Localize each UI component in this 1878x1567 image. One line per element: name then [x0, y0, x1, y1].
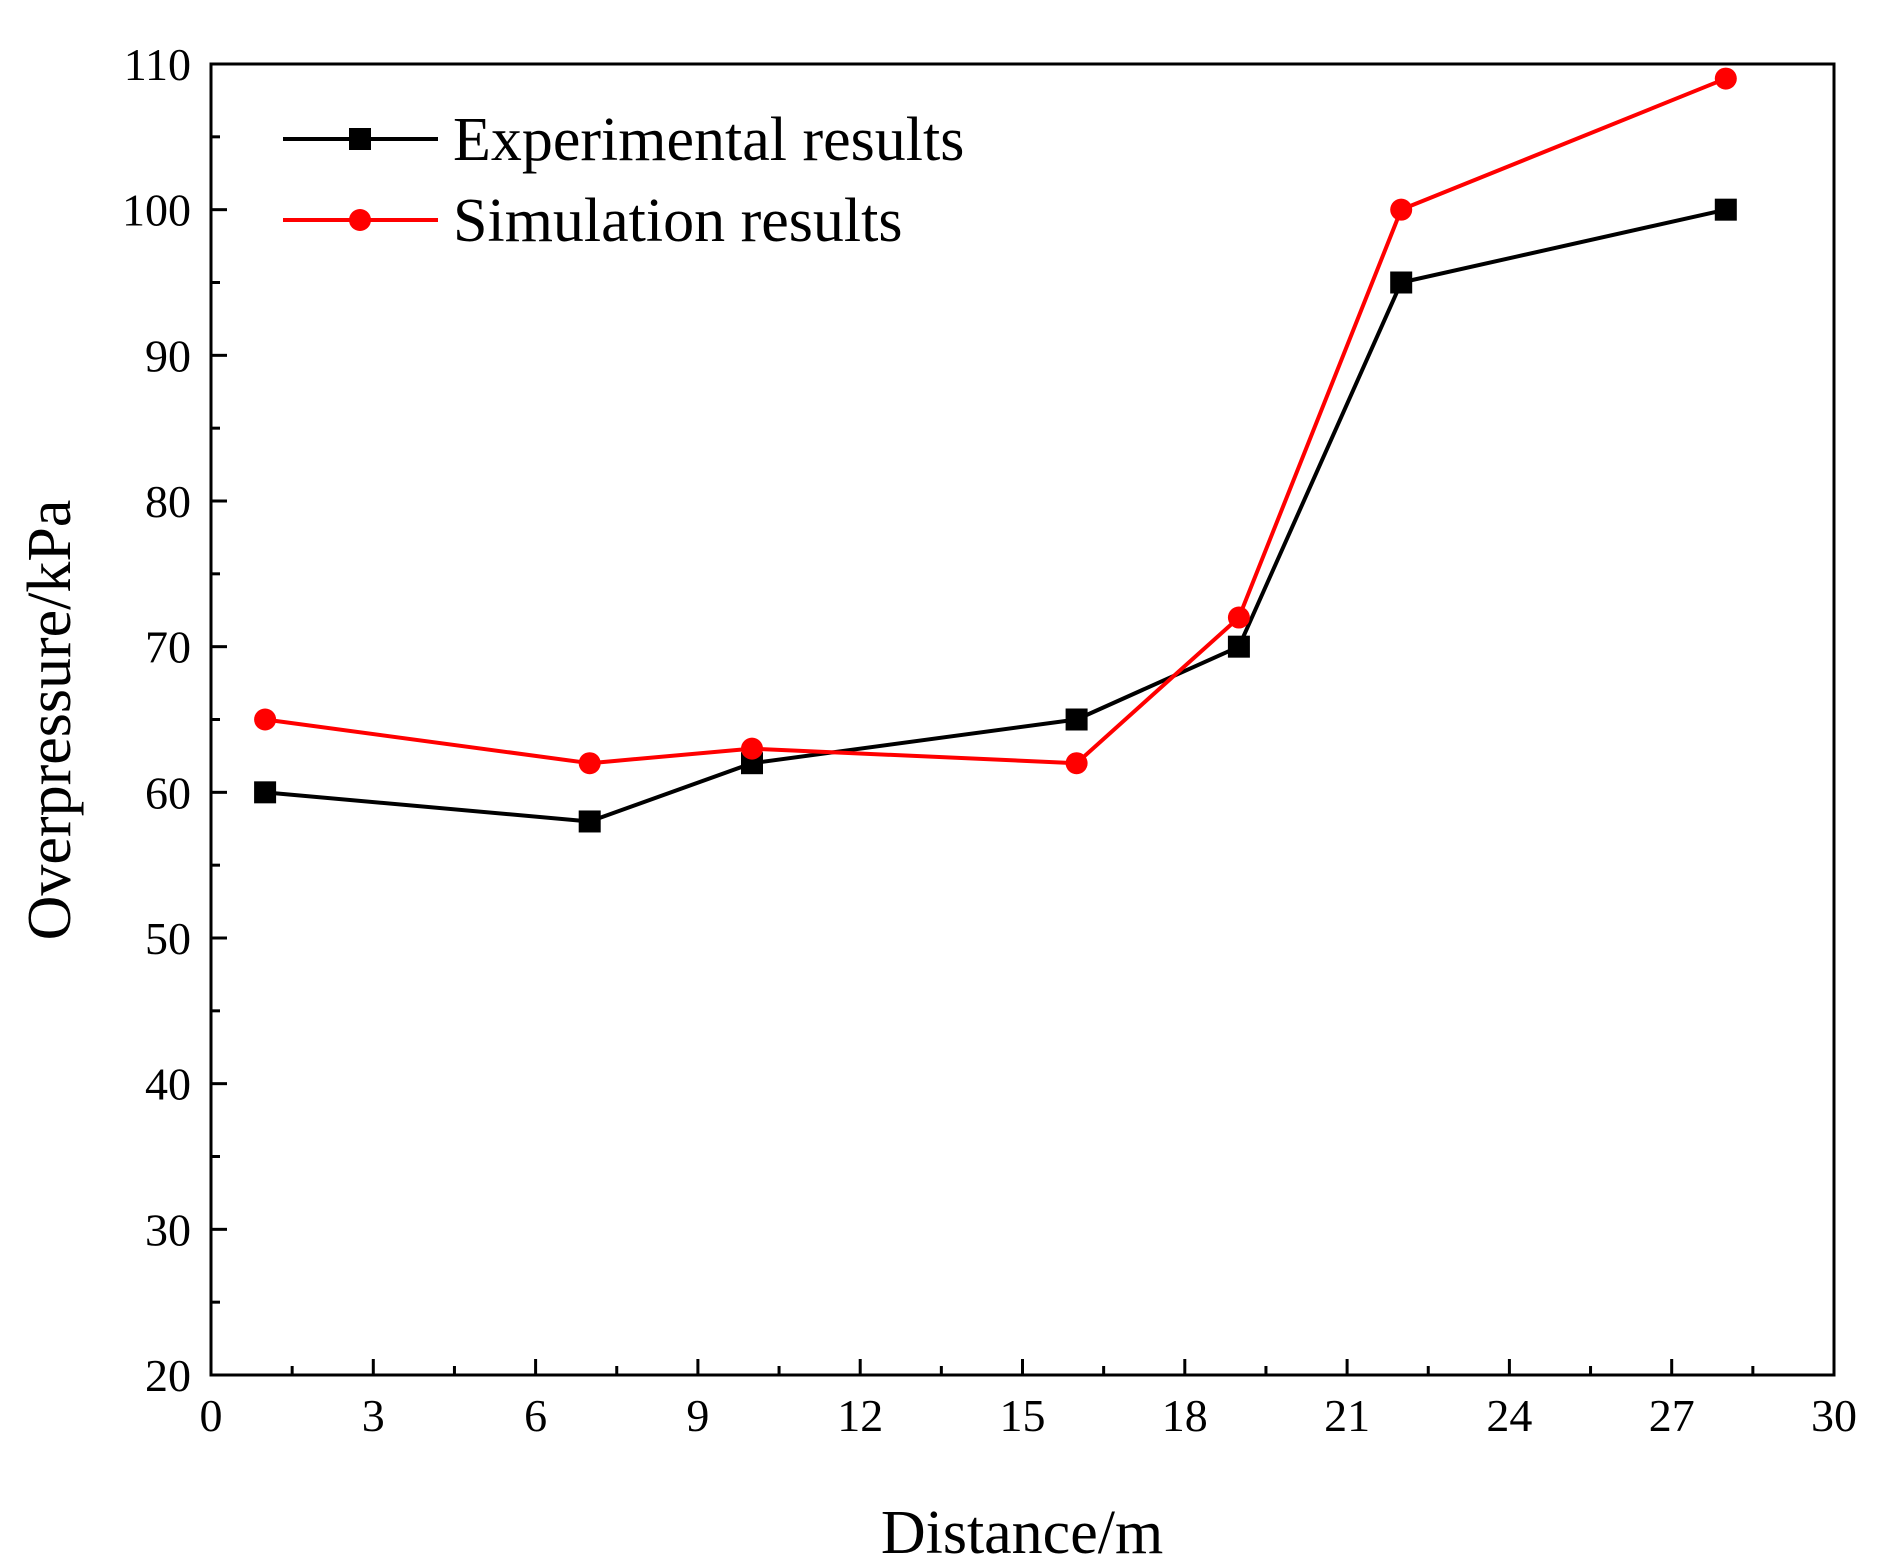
- data-point-experimental-results: [254, 781, 277, 804]
- data-point-simulation-results: [1227, 606, 1250, 629]
- y-tick-label: 70: [145, 622, 191, 673]
- data-point-simulation-results: [1714, 67, 1737, 90]
- legend-label-simulation: Simulation results: [453, 187, 903, 255]
- data-point-experimental-results: [1390, 271, 1413, 294]
- data-point-simulation-results: [741, 737, 763, 760]
- y-tick-label: 90: [145, 330, 191, 381]
- legend-label-experimental: Experimental results: [453, 106, 964, 174]
- series-line-simulation-results: [264, 76, 1727, 766]
- legend-marker-simulation: [349, 209, 371, 231]
- data-point-experimental-results: [1714, 198, 1737, 221]
- data-point-experimental-results: [578, 810, 601, 833]
- plot-frame: [209, 62, 1836, 1377]
- x-axis-label: Distance/m: [881, 1499, 1163, 1567]
- y-tick-label: 80: [145, 476, 191, 527]
- x-tick-label: 0: [200, 1390, 223, 1441]
- y-tick-label: 110: [124, 39, 191, 90]
- x-tick-label: 21: [1324, 1390, 1370, 1441]
- data-point-experimental-results: [1227, 635, 1250, 658]
- x-tick-label: 9: [686, 1390, 709, 1441]
- x-tick-label: 6: [524, 1390, 547, 1441]
- legend: Experimental results Simulation results: [283, 106, 964, 255]
- series-line-experimental-results: [264, 207, 1727, 824]
- series-markers: [254, 67, 1737, 833]
- x-tick-label: 18: [1162, 1390, 1208, 1441]
- data-point-simulation-results: [1390, 198, 1413, 221]
- y-tick-label: 40: [145, 1059, 191, 1110]
- x-tick-label: 12: [837, 1390, 883, 1441]
- y-tick-label: 50: [145, 913, 191, 964]
- y-tick-label: 30: [145, 1204, 191, 1255]
- legend-marker-experimental: [349, 128, 371, 150]
- x-tick-label: 15: [1000, 1390, 1046, 1441]
- y-tick-label: 60: [145, 767, 191, 818]
- x-tick-label: 3: [362, 1390, 385, 1441]
- x-tick-label: 27: [1649, 1390, 1695, 1441]
- x-tick-label: 30: [1811, 1390, 1857, 1441]
- data-point-simulation-results: [1065, 752, 1088, 775]
- y-axis-label: Overpressure/kPa: [16, 500, 84, 941]
- x-tick-label: 24: [1486, 1390, 1532, 1441]
- y-tick-label: 100: [122, 185, 191, 236]
- data-point-simulation-results: [578, 752, 601, 775]
- data-point-experimental-results: [1065, 708, 1088, 731]
- y-tick-label: 20: [145, 1350, 191, 1401]
- data-point-simulation-results: [254, 708, 277, 731]
- axis-ticks: 0 3 6 9 12 15 18 21 24 27 30 20 30 40 50 60 70 80 90 100 110: [122, 39, 1857, 1441]
